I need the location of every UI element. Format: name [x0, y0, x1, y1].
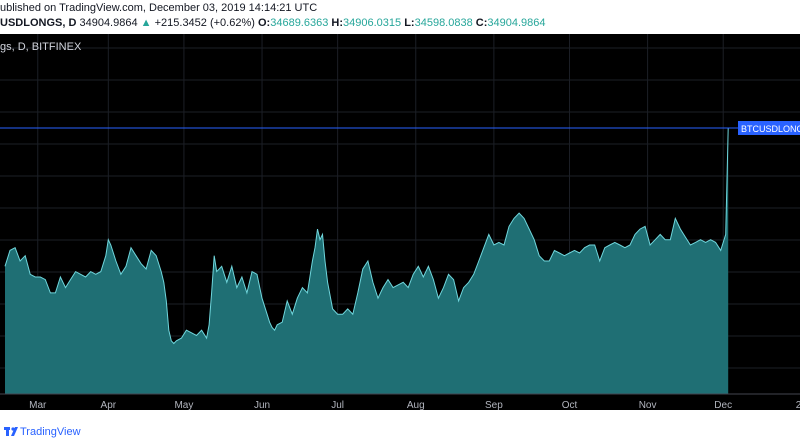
- high-value: 34906.0315: [343, 17, 402, 29]
- footer: TradingView: [0, 418, 800, 445]
- x-tick-label: Mar: [29, 400, 47, 410]
- open-label: O:: [257, 17, 271, 29]
- high-label: H:: [331, 17, 344, 29]
- published-text: ublished on TradingView.com, December 03…: [0, 2, 318, 14]
- x-tick-label: Jun: [254, 400, 270, 410]
- x-tick-label: Dec: [714, 400, 732, 410]
- chart-title: gs, D, BITFINEX: [0, 41, 82, 53]
- x-tick-label: Nov: [639, 400, 657, 410]
- chart-container[interactable]: BTCUSDLONGS gs, D, BITFINEX Mar Apr May Jun…: [0, 34, 800, 410]
- x-tick-label: Jul: [331, 400, 344, 410]
- ohlc-line: USDLONGS, D 34904.9864 ▲ +215.3452 (+0.6…: [0, 14, 800, 32]
- x-tick-label: May: [174, 400, 193, 410]
- low-label: L:: [404, 17, 415, 29]
- close-label: C:: [475, 17, 488, 29]
- tradingview-brand[interactable]: TradingView: [20, 426, 81, 438]
- area-fill: [5, 128, 729, 394]
- close-value: 34904.9864: [487, 17, 546, 29]
- time-axis: Mar Apr May Jun Jul Aug Sep Oct Nov Dec 20: [29, 400, 800, 410]
- x-tick-label: Sep: [485, 400, 503, 410]
- price-tag: BTCUSDLONGS: [738, 121, 800, 135]
- price-chart[interactable]: BTCUSDLONGS gs, D, BITFINEX Mar Apr May Jun…: [0, 34, 800, 410]
- price-change: +215.3452 (+0.62%): [154, 17, 255, 29]
- open-value: 34689.6363: [270, 17, 329, 29]
- price-tag-box: [738, 121, 800, 135]
- published-line: ublished on TradingView.com, December 03…: [0, 0, 800, 16]
- x-tick-label: Oct: [562, 400, 578, 410]
- price-tag-label: BTCUSDLONGS: [741, 124, 800, 134]
- up-arrow-icon: ▲: [140, 17, 152, 29]
- low-value: 34598.0838: [414, 17, 473, 29]
- area-line: [4, 127, 729, 345]
- last-price: 34904.9864: [79, 17, 138, 29]
- x-tick-label: 20: [796, 400, 800, 410]
- tradingview-logo-icon: [4, 427, 18, 436]
- x-tick-label: Apr: [101, 400, 117, 410]
- symbol-label: USDLONGS, D: [0, 17, 77, 29]
- x-tick-label: Aug: [407, 400, 425, 410]
